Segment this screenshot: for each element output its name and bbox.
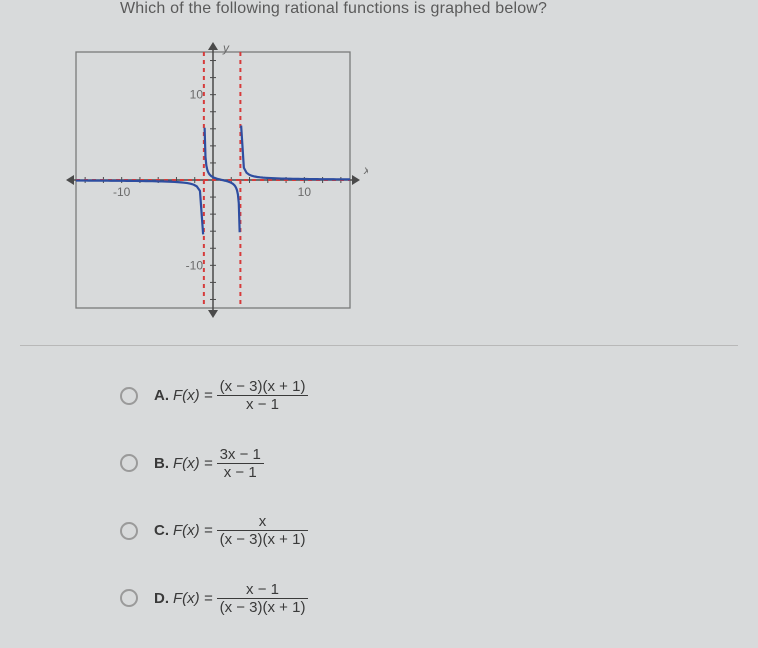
svg-text:-10: -10 (113, 185, 131, 199)
radio-d[interactable] (120, 589, 138, 607)
svg-text:-10: -10 (186, 258, 204, 272)
choice-c[interactable]: C. F(x) = x(x − 3)(x + 1) (120, 513, 308, 549)
graph-container: -10 10 -10 10 y x (58, 40, 368, 320)
choice-b[interactable]: B. F(x) = 3x − 1x − 1 (120, 446, 308, 482)
radio-b[interactable] (120, 454, 138, 472)
svg-text:x: x (363, 163, 368, 177)
choice-formula: F(x) = x − 1(x − 3)(x + 1) (173, 581, 308, 617)
choice-d[interactable]: D. F(x) = x − 1(x − 3)(x + 1) (120, 581, 308, 617)
choice-letter: A. (154, 387, 169, 404)
choice-letter: D. (154, 590, 169, 607)
question-text: Which of the following rational function… (120, 0, 547, 18)
choice-letter: B. (154, 455, 169, 472)
choice-letter: C. (154, 522, 169, 539)
answer-choices: A. F(x) = (x − 3)(x + 1)x − 1 B. F(x) = … (120, 378, 308, 648)
graph-svg: -10 10 -10 10 y x (58, 40, 368, 320)
radio-a[interactable] (120, 387, 138, 405)
choice-formula: F(x) = x(x − 3)(x + 1) (173, 513, 308, 549)
svg-text:10: 10 (190, 88, 204, 102)
radio-c[interactable] (120, 522, 138, 540)
svg-text:10: 10 (298, 185, 312, 199)
svg-text:y: y (222, 41, 230, 55)
section-divider (20, 345, 738, 346)
choice-formula: F(x) = (x − 3)(x + 1)x − 1 (173, 378, 308, 414)
choice-formula: F(x) = 3x − 1x − 1 (173, 446, 264, 482)
choice-a[interactable]: A. F(x) = (x − 3)(x + 1)x − 1 (120, 378, 308, 414)
